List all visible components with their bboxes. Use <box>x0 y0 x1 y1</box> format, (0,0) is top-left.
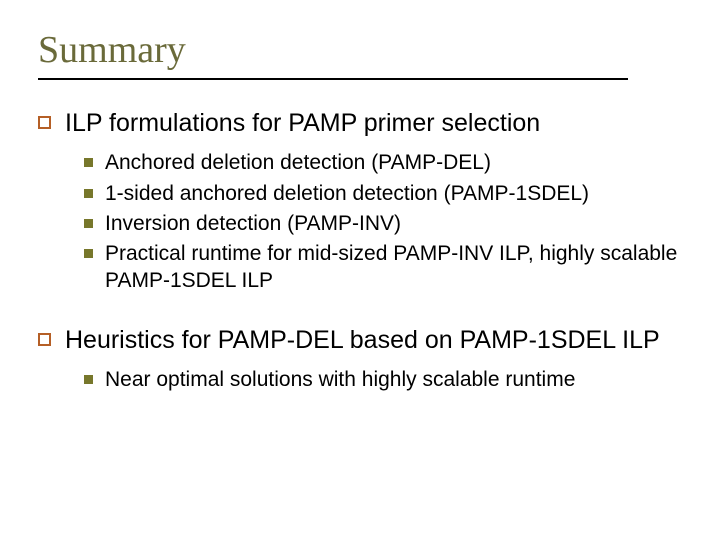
slide: Summary ILP formulations for PAMP primer… <box>0 0 720 540</box>
sub-list: Near optimal solutions with highly scala… <box>84 366 710 393</box>
bullet-level1: ILP formulations for PAMP primer selecti… <box>38 108 710 139</box>
bullet-text: Heuristics for PAMP-DEL based on PAMP-1S… <box>65 325 660 356</box>
sub-list: Anchored deletion detection (PAMP-DEL) 1… <box>84 149 710 294</box>
bullet-text: Practical runtime for mid-sized PAMP-INV… <box>105 240 710 295</box>
bullet-text: 1-sided anchored deletion detection (PAM… <box>105 180 589 207</box>
bullet-level2: Near optimal solutions with highly scala… <box>84 366 710 393</box>
bullet-level2: Anchored deletion detection (PAMP-DEL) <box>84 149 710 176</box>
bullet-level1: Heuristics for PAMP-DEL based on PAMP-1S… <box>38 325 710 356</box>
title-rule <box>38 78 628 80</box>
bullet-level2: Practical runtime for mid-sized PAMP-INV… <box>84 240 710 295</box>
square-filled-icon <box>84 375 93 384</box>
bullet-text: Inversion detection (PAMP-INV) <box>105 210 401 237</box>
square-filled-icon <box>84 158 93 167</box>
title-area: Summary <box>38 28 680 80</box>
bullet-level2: 1-sided anchored deletion detection (PAM… <box>84 180 710 207</box>
square-outline-icon <box>38 333 51 346</box>
bullet-text: Near optimal solutions with highly scala… <box>105 366 575 393</box>
bullet-level2: Inversion detection (PAMP-INV) <box>84 210 710 237</box>
bullet-text: Anchored deletion detection (PAMP-DEL) <box>105 149 491 176</box>
slide-title: Summary <box>38 28 680 72</box>
square-outline-icon <box>38 116 51 129</box>
bullet-text: ILP formulations for PAMP primer selecti… <box>65 108 540 139</box>
square-filled-icon <box>84 219 93 228</box>
slide-content: ILP formulations for PAMP primer selecti… <box>38 108 710 423</box>
square-filled-icon <box>84 189 93 198</box>
square-filled-icon <box>84 249 93 258</box>
